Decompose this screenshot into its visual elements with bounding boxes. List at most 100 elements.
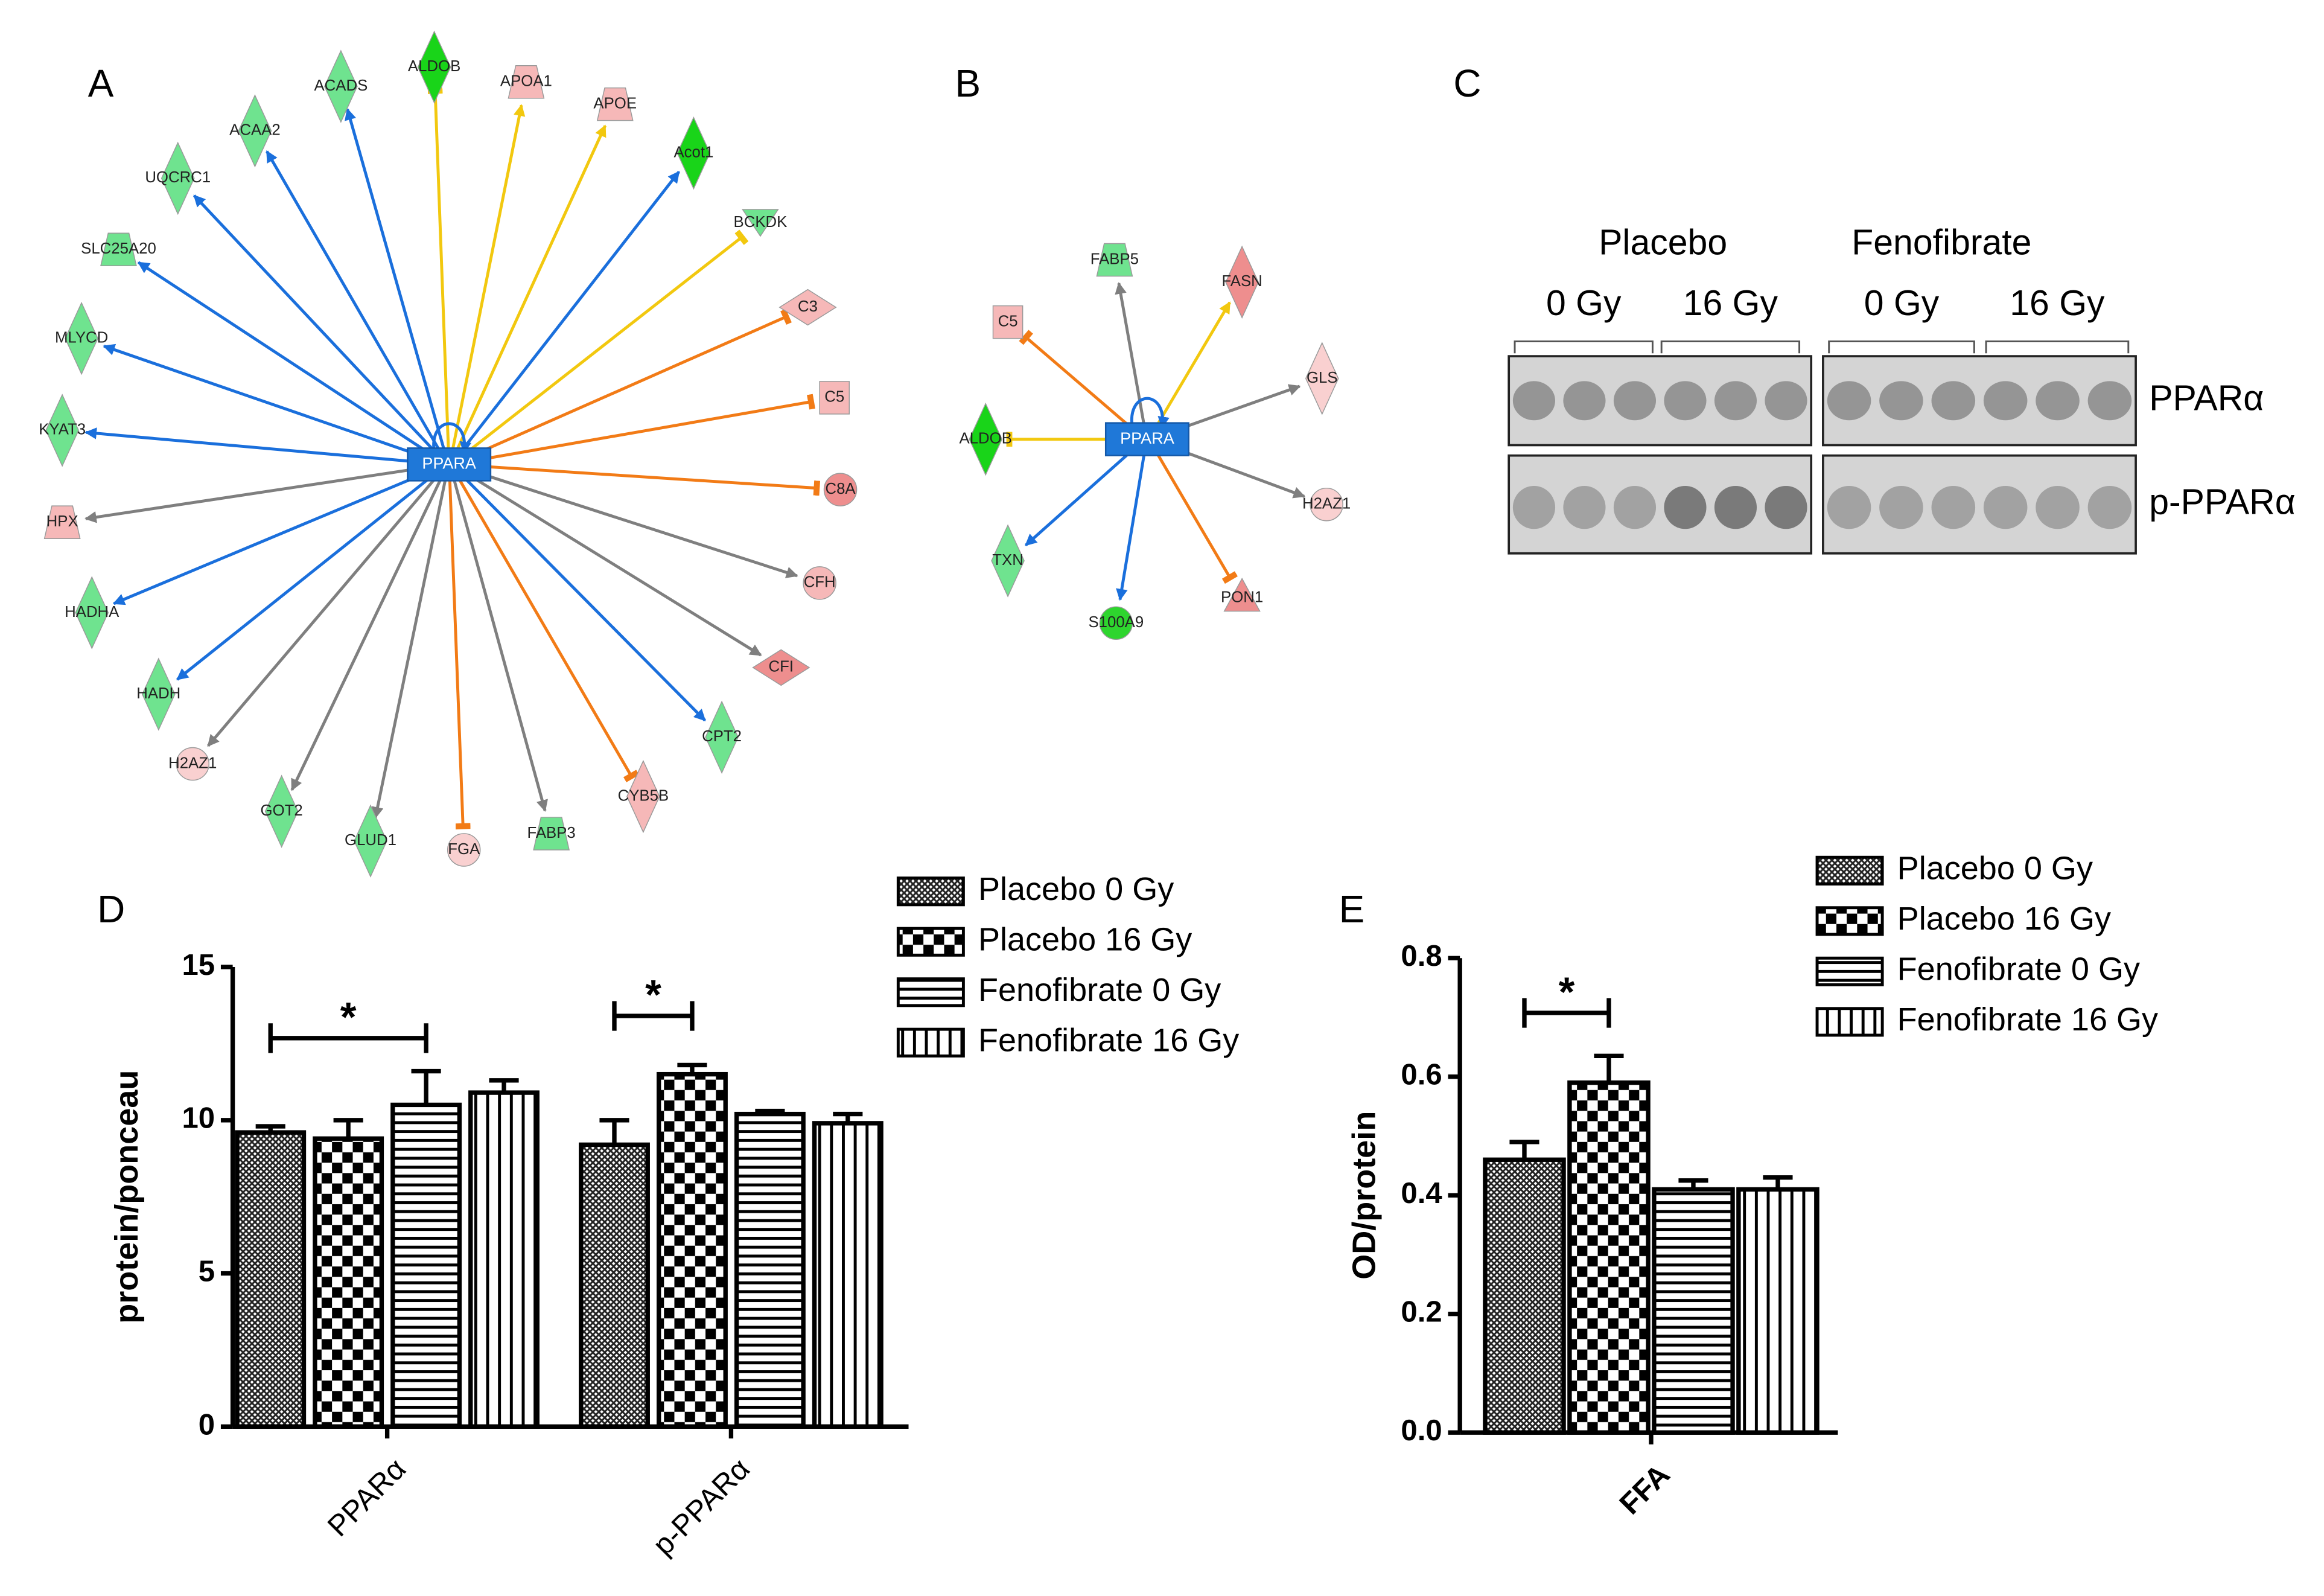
blot-band: [1512, 485, 1556, 529]
significance-bracket: [612, 1001, 695, 1031]
node-shape: [1305, 342, 1339, 415]
blot-band: [1664, 381, 1707, 421]
blot-band: [1983, 381, 2028, 421]
legend-swatch: [1815, 906, 1884, 936]
bar: [812, 1121, 883, 1429]
node-shape: [417, 30, 451, 104]
legend-label: Fenofibrate 0 Gy: [978, 972, 1221, 1008]
legend-swatch: [1815, 1007, 1884, 1037]
node-label: APOE: [593, 95, 637, 112]
node-shape: [238, 94, 272, 168]
edge: [290, 477, 443, 791]
node-shape: [75, 576, 109, 650]
edge: [1025, 447, 1135, 547]
node-label: GLS: [1307, 369, 1338, 386]
node-label: FASN: [1221, 273, 1262, 290]
edge: [84, 465, 432, 523]
blot-row-label: PPARα: [2149, 378, 2264, 418]
node-shape: [100, 232, 137, 267]
panel-label: D: [97, 887, 125, 931]
node-label: GLUD1: [345, 832, 396, 849]
y-tick-label: 0: [199, 1408, 215, 1441]
edge: [466, 464, 821, 496]
blot-dose-label: 16 Gy: [1683, 284, 1778, 323]
node-shape: [1099, 606, 1133, 640]
self-loop: [432, 422, 472, 454]
network: FABP5 FASN GLS H2AZ1 PON1 S100A9 TXN ALDOB C5 PPA…: [960, 243, 1351, 640]
node-shape: [1310, 487, 1343, 522]
node-label: FABP3: [527, 825, 576, 841]
y-tick-label: 0.8: [1401, 940, 1442, 972]
blot-band: [1931, 485, 1976, 529]
y-tick-label: 0.0: [1401, 1414, 1442, 1447]
bar: [468, 1090, 540, 1429]
node-shape: [45, 394, 79, 467]
self-loop: [1130, 397, 1170, 429]
node-shape: [43, 505, 81, 539]
node-label: KYAT3: [39, 421, 86, 438]
y-tick-label: 5: [199, 1256, 215, 1288]
node-shape: [533, 817, 570, 851]
edge: [371, 478, 447, 819]
blot-membrane: [1822, 355, 2137, 447]
node-label: H2AZ1: [1302, 496, 1351, 512]
node-shape: [447, 833, 481, 867]
bar: [1652, 1187, 1735, 1435]
node-shape: [1223, 577, 1261, 612]
edge: [455, 124, 607, 452]
node-label: BCKDK: [734, 214, 788, 231]
node-shape: [161, 141, 195, 215]
significance-bracket: [1522, 998, 1611, 1028]
y-tick-label: 0.4: [1401, 1177, 1442, 1210]
node-label: H2AZ1: [168, 755, 217, 771]
legend-label: Fenofibrate 0 Gy: [1897, 951, 2140, 988]
node-label: Acot1: [673, 144, 713, 161]
legend-swatch: [896, 1027, 965, 1058]
node-label: FGA: [448, 841, 480, 858]
node-label: CYB5B: [618, 787, 669, 804]
edge: [266, 150, 442, 453]
node-label: ACAA2: [229, 122, 281, 139]
edge: [206, 474, 439, 747]
node-label: UQCRC1: [145, 169, 211, 186]
edge: [1116, 453, 1146, 601]
edge: [1154, 451, 1238, 584]
node-shape: [65, 301, 98, 375]
edge: [345, 108, 446, 451]
node-label: C3: [798, 298, 818, 315]
blot-bracket: [1828, 340, 1975, 354]
blot-dose-label: 0 Gy: [1864, 284, 1940, 323]
node-label: ALDOB: [960, 430, 1012, 447]
blot-band: [2087, 381, 2132, 421]
panel-label: C: [1453, 62, 1481, 105]
panel-label: E: [1339, 887, 1365, 931]
node-label: S100A9: [1089, 614, 1144, 631]
node-label: HPX: [46, 513, 78, 530]
node-shape: [1225, 245, 1259, 319]
edge: [1155, 301, 1231, 427]
node-label: GOT2: [261, 802, 303, 819]
node-shape: [354, 804, 387, 878]
network: ALDOB APOA1 APOE Acot1 BCKDK C3 C5 C8A CFH CFI CPT…: [39, 30, 858, 878]
blot-band: [1563, 485, 1606, 529]
blot-row-label: p-PPARα: [2149, 482, 2296, 522]
x-tick-label: p-PPARα: [647, 1452, 756, 1562]
node-label: C5: [998, 313, 1018, 330]
node-label: ACADS: [314, 77, 368, 94]
panel-label: B: [955, 62, 981, 105]
legend-label: Placebo 16 Gy: [1897, 901, 2111, 937]
legend-label: Placebo 0 Gy: [978, 871, 1174, 907]
blot-group-label: Placebo: [1599, 223, 1727, 262]
node-label: ALDOB: [408, 58, 460, 75]
node-label: TXN: [992, 552, 1024, 569]
legend-label: Placebo 0 Gy: [1897, 851, 2093, 887]
legend-swatch: [896, 977, 965, 1007]
node-shape: [264, 774, 299, 848]
x-tick-label: FFA: [1614, 1458, 1676, 1521]
edge: [466, 394, 815, 464]
bar: [1567, 1080, 1651, 1435]
blot-band: [1983, 485, 2028, 529]
node-shape: [742, 209, 779, 237]
blot-band: [2036, 381, 2080, 421]
